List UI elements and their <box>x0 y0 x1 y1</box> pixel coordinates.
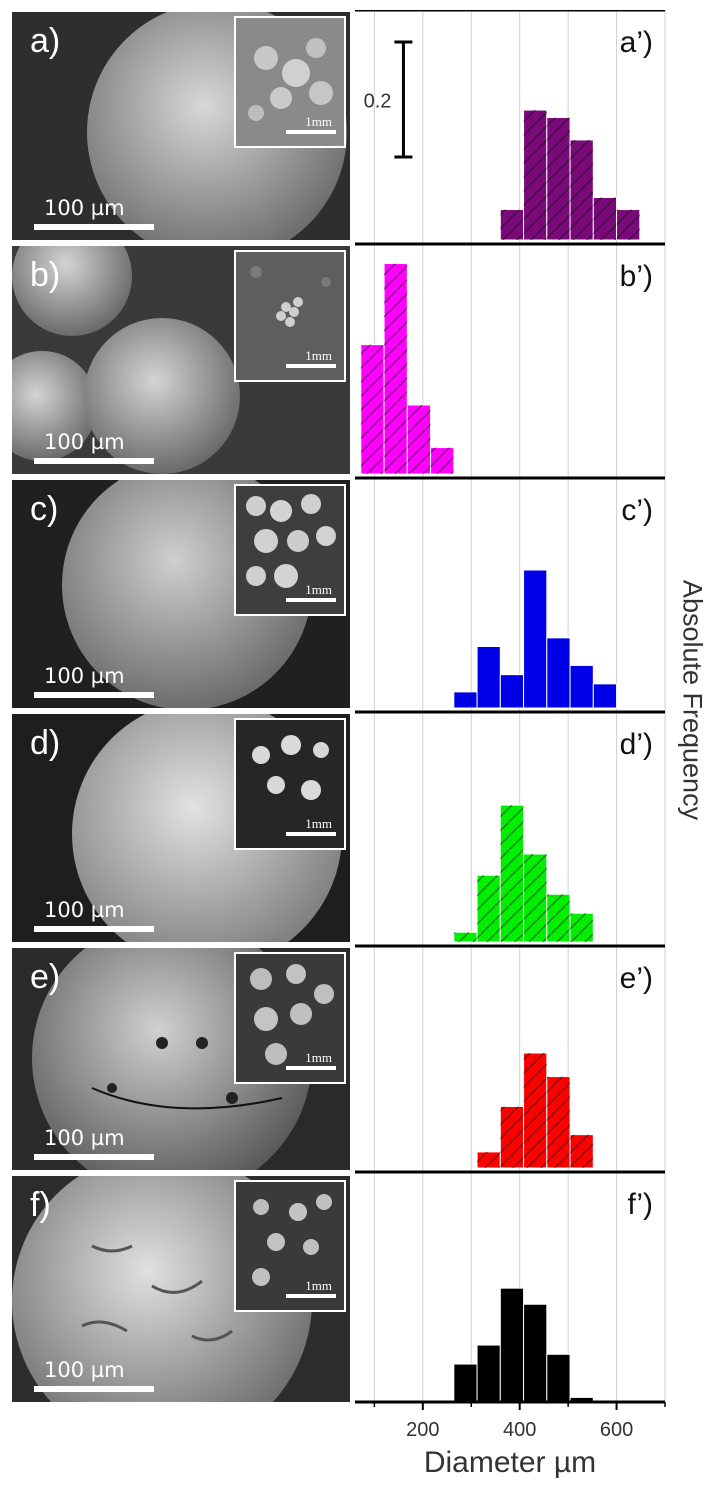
histogram-bar-hatch <box>570 139 594 240</box>
inset-scale-bar <box>286 832 336 836</box>
histogram-bar <box>546 637 571 709</box>
scale-bar <box>34 926 154 932</box>
histogram-bar <box>499 674 525 709</box>
panel-label-d: d) <box>30 724 61 762</box>
inset-micrograph-d <box>236 720 344 848</box>
panel-label: a’) <box>620 26 653 59</box>
scale-label: 100 µm <box>44 898 125 922</box>
histogram-stack: a’) b’) c’) d’) e’) f’) 200 400 600 Diameter µm 0.… <box>355 8 675 1479</box>
sem-image-d: 1mm d) 100 µm <box>12 714 350 942</box>
sem-image-e: 1mm e) 100 µm <box>12 948 350 1170</box>
inset-scale-label: 1mm <box>305 1278 332 1293</box>
inset-micrograph-e <box>236 954 344 1082</box>
histogram-bar-hatch <box>570 1134 594 1168</box>
inset-micrograph-f <box>236 1182 344 1310</box>
scale-bar <box>34 1386 154 1392</box>
inset-scale-bar <box>286 598 336 602</box>
inset-scale-label: 1mm <box>305 114 332 129</box>
histogram-bar-hatch <box>500 1106 524 1168</box>
histogram-bar-hatch <box>384 263 408 474</box>
scale-label: 100 µm <box>44 430 125 454</box>
scale-label: 100 µm <box>44 664 125 688</box>
inset-scale-bar <box>286 364 336 368</box>
scale-label: 100 µm <box>44 1126 125 1150</box>
inset-scale-label: 1mm <box>305 582 332 597</box>
histogram-bar-hatch <box>407 405 431 474</box>
histogram-bar-hatch <box>360 344 385 474</box>
scale-bar <box>34 458 154 464</box>
histogram-bar-hatch <box>546 1076 571 1168</box>
panel-label-b: b) <box>30 256 61 294</box>
scale-label: 100 µm <box>44 196 125 220</box>
scale-bar <box>34 224 154 230</box>
histogram-bar-hatch <box>523 1053 547 1168</box>
inset-scale-label: 1mm <box>305 816 332 831</box>
histogram-bar-hatch <box>523 854 547 942</box>
x-tick-label: 600 <box>600 1419 633 1441</box>
sem-image-a: 1mm a) 100 µm <box>12 12 350 240</box>
scale-label: 100 µm <box>44 1358 125 1382</box>
panel-label: c’) <box>621 494 653 527</box>
sem-image-c: 1mm c) 100 µm <box>12 480 350 708</box>
sem-inset-e: 1mm <box>234 952 346 1084</box>
panel-label-a: a) <box>30 22 61 60</box>
sem-image-b: 1mm b) 100 µm <box>12 246 350 474</box>
y-axis-label: Absolute Frequency <box>677 579 708 821</box>
panel-label: d’) <box>620 728 653 761</box>
panel-label: f’) <box>627 1188 653 1221</box>
x-tick-label: 400 <box>503 1419 536 1441</box>
histogram-bar-hatch <box>477 1151 501 1168</box>
panel-label-e: e) <box>30 958 61 996</box>
inset-micrograph-c <box>236 486 344 614</box>
panel-label: b’) <box>620 260 653 293</box>
sem-inset-b: 1mm <box>234 250 346 382</box>
inset-scale-bar <box>286 1294 336 1298</box>
inset-scale-bar <box>286 1066 336 1070</box>
histogram-bar-hatch <box>616 209 640 240</box>
sem-image-f: 1mm f) 100 µm <box>12 1176 350 1402</box>
inset-scale-bar <box>286 130 336 134</box>
histogram-bar-hatch <box>500 805 524 942</box>
histogram-bar <box>546 1353 571 1403</box>
histogram-bar <box>569 664 594 709</box>
histogram-bar-hatch <box>546 117 571 240</box>
histogram-bar <box>499 1287 525 1403</box>
histogram-bar-hatch <box>453 932 478 942</box>
panel-label-f: f) <box>30 1186 51 1224</box>
histogram-bar <box>476 645 501 709</box>
scale-bar-label: 0.2 <box>364 91 392 113</box>
histogram-bar <box>523 1303 548 1403</box>
sem-inset-d: 1mm <box>234 718 346 850</box>
histogram-bar-hatch <box>570 913 594 942</box>
histogram-bar <box>592 683 618 709</box>
inset-scale-label: 1mm <box>305 1050 332 1065</box>
histogram-bar-hatch <box>477 875 501 942</box>
inset-micrograph-a <box>236 18 344 146</box>
scale-bar <box>34 692 154 698</box>
histogram-bar <box>523 569 548 709</box>
sem-inset-a: 1mm <box>234 16 346 148</box>
histogram-bar <box>453 691 478 709</box>
histogram-bar-hatch <box>430 447 454 474</box>
sem-inset-f: 1mm <box>234 1180 346 1312</box>
histogram-bar <box>476 1344 501 1403</box>
sem-inset-c: 1mm <box>234 484 346 616</box>
panel-label-c: c) <box>30 490 59 528</box>
x-axis-label: Diameter µm <box>424 1446 596 1479</box>
inset-scale-label: 1mm <box>305 348 332 363</box>
histogram-bar-hatch <box>500 209 524 240</box>
panel-label: e’) <box>620 962 653 995</box>
x-tick-label: 200 <box>406 1419 439 1441</box>
inset-micrograph-b <box>236 252 344 380</box>
histogram-bar <box>453 1363 478 1403</box>
histogram-bar-hatch <box>523 110 547 240</box>
histogram-bar-hatch <box>593 197 617 240</box>
histogram-bar-hatch <box>546 894 571 942</box>
scale-bar <box>34 1154 154 1160</box>
